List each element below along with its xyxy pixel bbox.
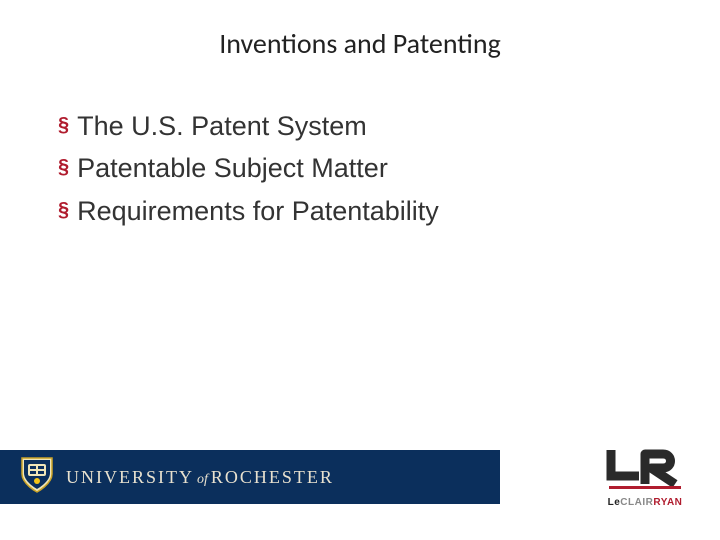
- leclairryan-logo: LeCLAIRRYAN: [590, 446, 700, 508]
- slide-title: Inventions and Patenting: [0, 26, 720, 61]
- lr-clair: CLAIR: [620, 497, 653, 508]
- lr-le: Le: [608, 497, 621, 508]
- university-wordmark: UNIVERSITYofROCHESTER: [66, 467, 334, 488]
- footer-bar: UNIVERSITYofROCHESTER: [0, 450, 500, 504]
- bullet-icon: §: [58, 154, 69, 181]
- lr-caption: LeCLAIRRYAN: [590, 497, 700, 508]
- bullet-text: The U.S. Patent System: [77, 108, 367, 144]
- slide: Inventions and Patenting § The U.S. Pate…: [0, 0, 720, 540]
- bullet-text: Patentable Subject Matter: [77, 150, 388, 186]
- ur-word2: ROCHESTER: [211, 467, 334, 487]
- ur-word1: UNIVERSITY: [66, 467, 194, 487]
- list-item: § Requirements for Patentability: [58, 193, 662, 229]
- list-item: § The U.S. Patent System: [58, 108, 662, 144]
- bullet-list: § The U.S. Patent System § Patentable Su…: [58, 108, 662, 235]
- bullet-text: Requirements for Patentability: [77, 193, 439, 229]
- ur-of: of: [194, 472, 211, 487]
- list-item: § Patentable Subject Matter: [58, 150, 662, 186]
- bullet-icon: §: [58, 197, 69, 224]
- lr-mark-icon: [605, 446, 685, 490]
- bullet-icon: §: [58, 112, 69, 139]
- shield-icon: [20, 456, 54, 499]
- lr-ryan: RYAN: [653, 497, 682, 508]
